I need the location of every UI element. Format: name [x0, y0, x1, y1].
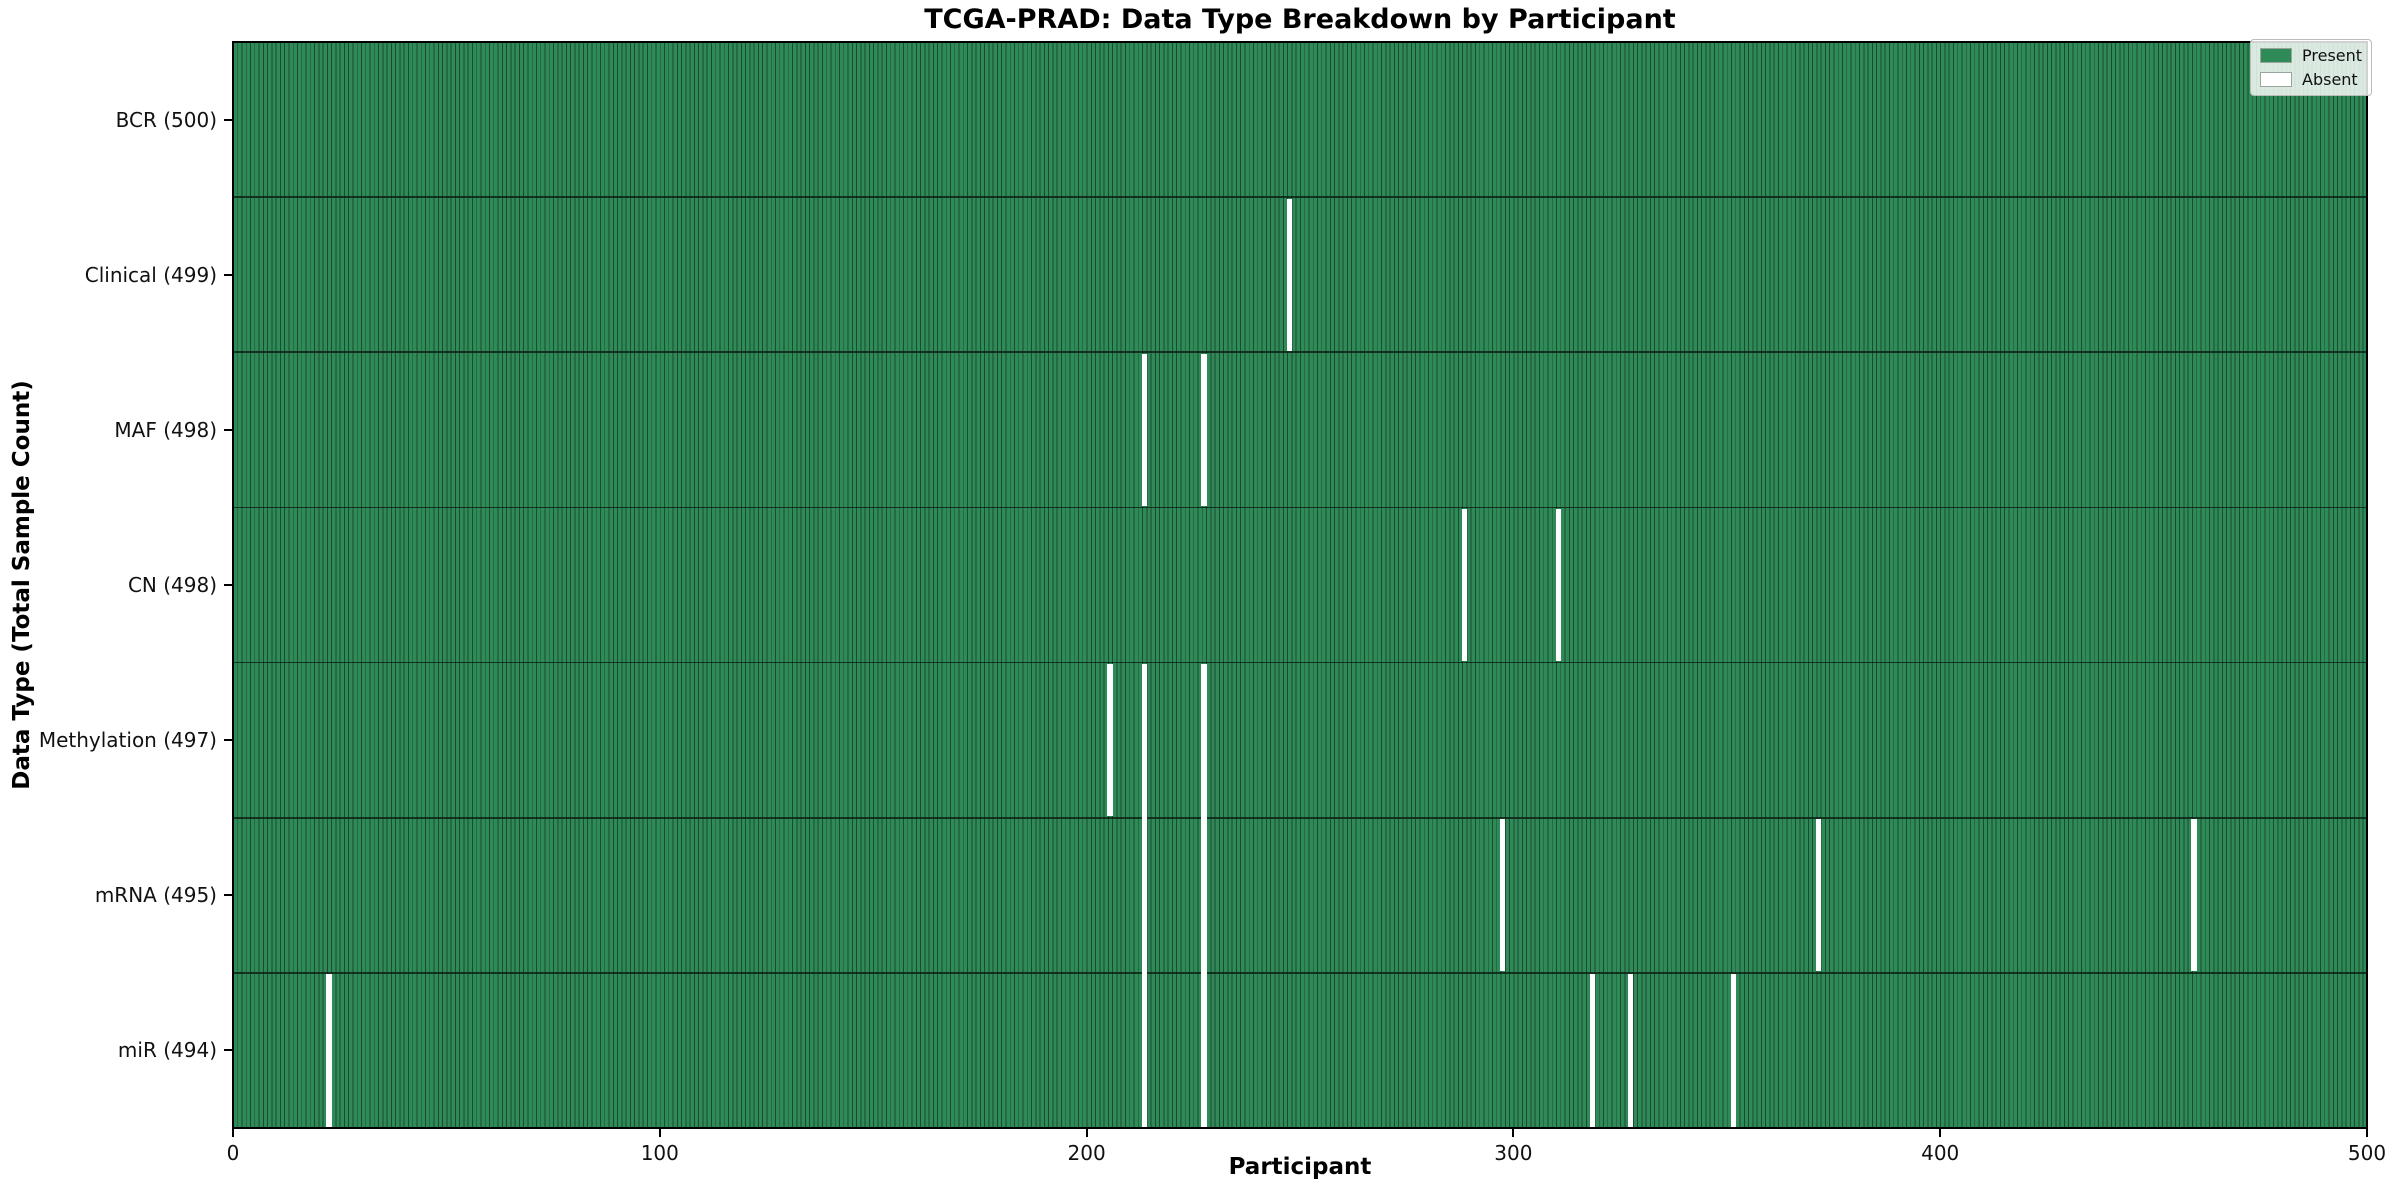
absent-gap: [1201, 353, 1207, 506]
absent-gap: [1500, 819, 1506, 972]
y-tick-label: Clinical (499): [84, 262, 217, 287]
y-tick-mark: [224, 894, 233, 897]
y-tick-label: CN (498): [127, 573, 217, 597]
y-tick-mark: [224, 118, 233, 121]
row-boundary: [233, 196, 2367, 198]
x-tick-mark: [658, 1128, 661, 1137]
x-tick-label: 400: [1921, 1141, 1960, 1165]
absent-gap: [2191, 819, 2197, 972]
y-tick-mark: [224, 739, 233, 742]
absent-gap: [1628, 974, 1634, 1127]
x-tick-label: 100: [640, 1141, 679, 1165]
y-tick-mark: [224, 584, 233, 586]
y-tick-label: MAF (498): [114, 417, 217, 442]
absent-gap: [1141, 663, 1147, 1127]
y-tick-mark: [224, 428, 233, 431]
row-boundary: [233, 816, 2367, 819]
row-boundary: [233, 972, 2367, 974]
plot-area: [232, 41, 2368, 1129]
y-tick-label: mRNA (495): [94, 883, 217, 908]
y-tick-mark: [224, 273, 233, 276]
plot-border: [232, 41, 2368, 1129]
legend-label-present: Present: [2302, 46, 2363, 65]
y-tick-label: miR (494): [117, 1038, 217, 1063]
row-boundary: [233, 506, 2367, 509]
row-boundary: [233, 661, 2367, 664]
absent-gap: [326, 974, 332, 1127]
absent-gap: [1815, 819, 1822, 972]
x-tick-mark: [1512, 1128, 1515, 1137]
x-tick-mark: [232, 1128, 234, 1137]
x-axis-label: Participant: [1228, 1154, 1372, 1180]
absent-gap: [1461, 508, 1467, 662]
x-tick-label: 500: [2347, 1141, 2387, 1165]
absent-gap: [1730, 974, 1736, 1127]
y-tick-label: Methylation (497): [38, 728, 217, 753]
absent-gap: [1555, 508, 1561, 662]
chart-title: TCGA-PRAD: Data Type Breakdown by Partic…: [924, 4, 1676, 35]
x-tick-mark: [1939, 1128, 1942, 1137]
absent-gap: [1589, 974, 1596, 1127]
absent-gap: [1107, 663, 1113, 817]
absent-gap: [1286, 198, 1292, 351]
x-tick-label: 300: [1494, 1141, 1533, 1165]
legend-label-absent: Absent: [2302, 70, 2358, 89]
x-tick-label: 200: [1067, 1141, 1106, 1165]
x-tick-label: 0: [226, 1141, 240, 1165]
absent-gap: [1141, 353, 1147, 506]
legend-entry-present: Present: [2260, 46, 2362, 65]
y-tick-label: BCR (500): [115, 107, 217, 132]
legend-entry-absent: Absent: [2260, 70, 2362, 89]
y-axis-label: Data Type (Total Sample Count): [9, 380, 35, 790]
present-swatch: [2260, 48, 2292, 63]
x-tick-mark: [2366, 1128, 2368, 1137]
y-tick-mark: [224, 1049, 233, 1052]
row-boundary: [233, 351, 2367, 354]
absent-gap: [1201, 663, 1207, 1127]
x-tick-mark: [1085, 1128, 1088, 1137]
absent-swatch: [2260, 72, 2292, 87]
legend: Present Absent: [2250, 39, 2373, 96]
